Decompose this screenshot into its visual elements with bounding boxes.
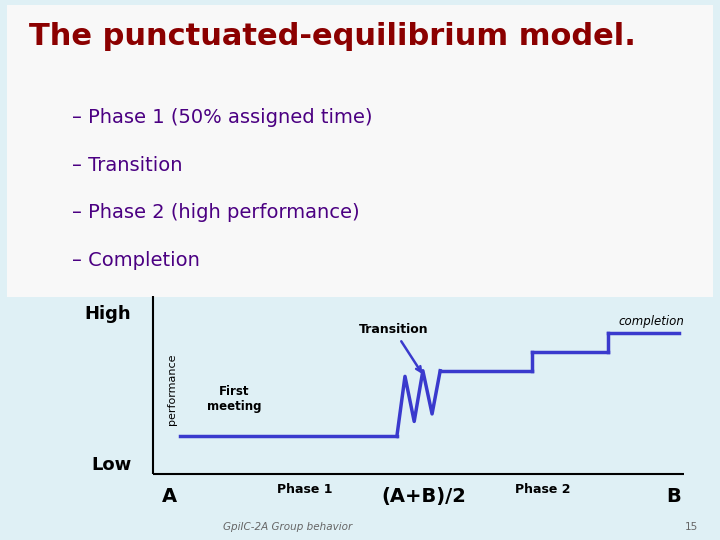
Text: Phase 1: Phase 1 [277,483,333,496]
Text: – Transition: – Transition [72,156,182,174]
Text: performance: performance [167,354,177,426]
Text: – Completion: – Completion [72,251,200,269]
Text: – Phase 2 (high performance): – Phase 2 (high performance) [72,203,359,222]
Text: (A+B)/2: (A+B)/2 [382,487,467,506]
Text: 15: 15 [685,522,698,532]
Text: Transition: Transition [359,323,428,372]
Text: GpiIC-2A Group behavior: GpiIC-2A Group behavior [223,522,353,532]
Text: completion: completion [618,315,684,328]
Text: Low: Low [91,456,132,474]
Text: First
meeting: First meeting [207,385,261,413]
Text: B: B [666,487,680,506]
Text: High: High [85,306,132,323]
Bar [7,5,713,297]
Text: Phase 2: Phase 2 [516,483,571,496]
Text: A: A [162,487,177,506]
Text: The punctuated-equilibrium model.: The punctuated-equilibrium model. [29,22,636,51]
Text: – Phase 1 (50% assigned time): – Phase 1 (50% assigned time) [72,108,372,127]
